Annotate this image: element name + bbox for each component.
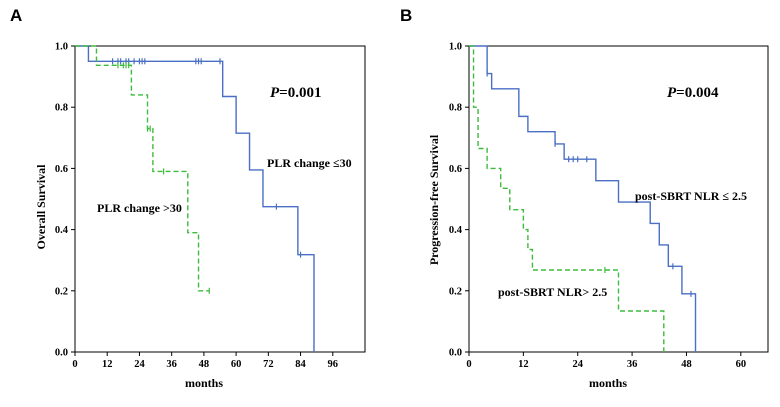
panel-a-label-plr-high: PLR change >30 — [97, 201, 182, 215]
panel-a-x-tick-label: 0 — [72, 359, 77, 370]
panel-b-y-tick-label: 0.2 — [449, 286, 462, 297]
panel-b-curve-dashed — [469, 45, 665, 352]
panel-a-x-tick-label: 96 — [328, 359, 339, 370]
panel-a-x-axis-title: months — [185, 376, 223, 390]
panel-a-p-number: =0.001 — [279, 85, 321, 101]
panel-a-x-tick-label: 36 — [166, 359, 177, 370]
panel-a-y-tick-label: 0.8 — [55, 103, 68, 114]
panel-a-plot-frame — [74, 45, 366, 353]
panel-a-y-axis-title: Overall Survival — [34, 164, 48, 250]
panel-a-y-tick-label: 0.2 — [55, 286, 68, 297]
panel-b-y-tick-label: 0.6 — [449, 164, 462, 175]
panel-a-p-value: P=0.001 — [270, 85, 321, 101]
panel-a-x-tick-label: 48 — [199, 359, 210, 370]
panel-b-plot-frame — [468, 45, 769, 353]
panel-b-x-axis-title: months — [589, 376, 627, 390]
panel-a-p-symbol: P — [270, 85, 280, 101]
panel-a-y-tick-label: 0.6 — [55, 164, 68, 175]
panel-b-x-tick-label: 12 — [518, 359, 529, 370]
panel-b-y-tick-label: 0.0 — [449, 348, 462, 359]
panel-b-p-value: P=0.004 — [667, 85, 719, 101]
panel-a-y-tick-label: 0.0 — [55, 348, 68, 359]
panel-b-x-tick-label: 48 — [681, 359, 692, 370]
panel-b-x-tick-label: 0 — [466, 359, 471, 370]
panel-a-label-plr-low: PLR change ≤30 — [267, 156, 352, 170]
panel-b-x-tick-label: 24 — [572, 359, 583, 370]
panel-a-curve-solid — [75, 45, 315, 352]
panel-a-letter: A — [10, 6, 22, 25]
panel-b-label-nlr-low: post-SBRT NLR ≤ 2.5 — [635, 189, 747, 203]
panel-b-y-tick-label: 1.0 — [449, 42, 462, 53]
panel-a-x-tick-label: 24 — [134, 359, 145, 370]
panel-a-x-tick-label: 12 — [102, 359, 113, 370]
panel-b-letter: B — [400, 6, 412, 25]
panel-b-progression-free-survival: B 0 12 24 36 48 60 0.0 0.2 0.4 0.6 0.8 1.0 months P… — [400, 6, 769, 390]
panel-a-x-tick-label: 60 — [231, 359, 242, 370]
panel-a-x-tick-label: 84 — [295, 359, 306, 370]
panel-b-y-axis-title: Progression-free Survival — [427, 134, 441, 265]
panel-b-label-nlr-high: post-SBRT NLR> 2.5 — [498, 285, 607, 299]
panel-a-y-tick-label: 0.4 — [55, 225, 69, 236]
panel-a-x-tick-label: 72 — [263, 359, 274, 370]
panel-b-p-number: =0.004 — [676, 85, 719, 101]
panel-b-p-symbol: P — [667, 85, 677, 101]
panel-b-y-tick-label: 0.8 — [449, 103, 462, 114]
panel-a-y-tick-label: 1.0 — [55, 42, 68, 53]
panel-b-x-tick-label: 36 — [627, 359, 638, 370]
panel-a-curve-dashed — [75, 45, 210, 292]
panel-a-overall-survival: A 0 12 24 36 48 60 72 84 96 0.0 0.2 0.4 0.6 0.8 1.0 mo… — [10, 6, 366, 390]
panel-b-x-tick-label: 60 — [736, 359, 747, 370]
panel-b-y-tick-label: 0.4 — [449, 225, 463, 236]
panel-b-curve-solid — [469, 45, 697, 352]
